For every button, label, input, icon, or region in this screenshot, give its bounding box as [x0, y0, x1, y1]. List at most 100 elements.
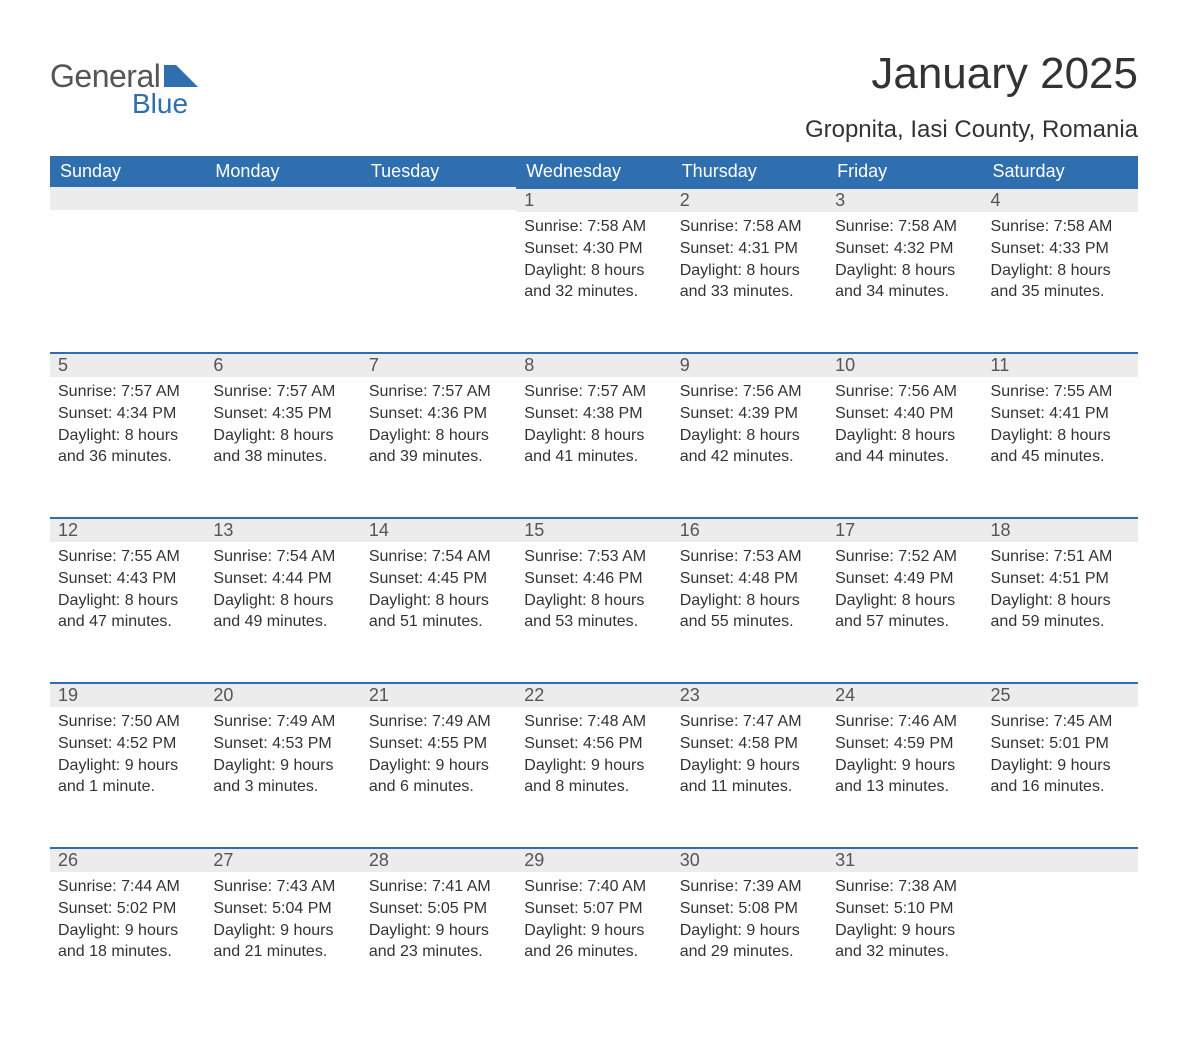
sunset-line: Sunset: 4:33 PM: [991, 238, 1130, 260]
month-title: January 2025: [805, 50, 1138, 98]
sunrise-line: Sunrise: 7:58 AM: [524, 216, 663, 238]
sunset-line: Sunset: 5:07 PM: [524, 898, 663, 920]
day-cell: Sunrise: 7:58 AMSunset: 4:31 PMDaylight:…: [672, 212, 827, 352]
day-number: 28: [361, 847, 516, 872]
weekday-header: Saturday: [983, 156, 1138, 187]
daylight-line1: Daylight: 9 hours: [369, 755, 508, 777]
daylight-line2: and 11 minutes.: [680, 776, 819, 798]
daylight-line1: Daylight: 8 hours: [991, 260, 1130, 282]
daylight-line2: and 18 minutes.: [58, 941, 197, 963]
daylight-line2: and 47 minutes.: [58, 611, 197, 633]
day-content: Sunrise: 7:57 AMSunset: 4:34 PMDaylight:…: [50, 377, 205, 471]
daylight-line2: and 33 minutes.: [680, 281, 819, 303]
day-content: Sunrise: 7:57 AMSunset: 4:36 PMDaylight:…: [361, 377, 516, 471]
weekday-header: Friday: [827, 156, 982, 187]
sunrise-line: Sunrise: 7:44 AM: [58, 876, 197, 898]
daylight-line2: and 49 minutes.: [213, 611, 352, 633]
day-number: 30: [672, 847, 827, 872]
daylight-line2: and 32 minutes.: [835, 941, 974, 963]
sunrise-line: Sunrise: 7:38 AM: [835, 876, 974, 898]
title-block: January 2025 Gropnita, Iasi County, Roma…: [805, 50, 1138, 144]
day-cell: Sunrise: 7:44 AMSunset: 5:02 PMDaylight:…: [50, 872, 205, 1012]
location-subtitle: Gropnita, Iasi County, Romania: [805, 116, 1138, 144]
day-number: [50, 187, 205, 210]
day-content: Sunrise: 7:39 AMSunset: 5:08 PMDaylight:…: [672, 872, 827, 966]
sunrise-line: Sunrise: 7:57 AM: [58, 381, 197, 403]
day-content: Sunrise: 7:43 AMSunset: 5:04 PMDaylight:…: [205, 872, 360, 966]
day-number: 6: [205, 352, 360, 377]
day-content: Sunrise: 7:38 AMSunset: 5:10 PMDaylight:…: [827, 872, 982, 966]
sunset-line: Sunset: 4:59 PM: [835, 733, 974, 755]
day-content: Sunrise: 7:53 AMSunset: 4:48 PMDaylight:…: [672, 542, 827, 636]
sunset-line: Sunset: 5:01 PM: [991, 733, 1130, 755]
daylight-line1: Daylight: 8 hours: [835, 425, 974, 447]
day-cell: Sunrise: 7:53 AMSunset: 4:46 PMDaylight:…: [516, 542, 671, 682]
sunset-line: Sunset: 4:44 PM: [213, 568, 352, 590]
day-cell: Sunrise: 7:58 AMSunset: 4:32 PMDaylight:…: [827, 212, 982, 352]
day-number: 24: [827, 682, 982, 707]
day-content: Sunrise: 7:57 AMSunset: 4:35 PMDaylight:…: [205, 377, 360, 471]
daylight-line1: Daylight: 8 hours: [991, 425, 1130, 447]
sunrise-line: Sunrise: 7:40 AM: [524, 876, 663, 898]
sunrise-line: Sunrise: 7:55 AM: [991, 381, 1130, 403]
daylight-line2: and 1 minute.: [58, 776, 197, 798]
day-content: Sunrise: 7:54 AMSunset: 4:45 PMDaylight:…: [361, 542, 516, 636]
week-daynum-row: 1234: [50, 187, 1138, 212]
daylight-line1: Daylight: 9 hours: [213, 920, 352, 942]
day-number: [205, 187, 360, 210]
daylight-line1: Daylight: 9 hours: [991, 755, 1130, 777]
day-content: Sunrise: 7:54 AMSunset: 4:44 PMDaylight:…: [205, 542, 360, 636]
sunrise-line: Sunrise: 7:53 AM: [680, 546, 819, 568]
sunset-line: Sunset: 4:56 PM: [524, 733, 663, 755]
week-content-row: Sunrise: 7:57 AMSunset: 4:34 PMDaylight:…: [50, 377, 1138, 517]
daylight-line2: and 29 minutes.: [680, 941, 819, 963]
daylight-line2: and 59 minutes.: [991, 611, 1130, 633]
logo: General Blue: [50, 60, 198, 118]
sunrise-line: Sunrise: 7:52 AM: [835, 546, 974, 568]
daylight-line2: and 45 minutes.: [991, 446, 1130, 468]
day-number: 18: [983, 517, 1138, 542]
sunset-line: Sunset: 4:40 PM: [835, 403, 974, 425]
day-cell: Sunrise: 7:56 AMSunset: 4:39 PMDaylight:…: [672, 377, 827, 517]
daylight-line2: and 35 minutes.: [991, 281, 1130, 303]
sunrise-line: Sunrise: 7:58 AM: [680, 216, 819, 238]
daylight-line1: Daylight: 8 hours: [991, 590, 1130, 612]
day-number: 21: [361, 682, 516, 707]
week-daynum-row: 567891011: [50, 352, 1138, 377]
day-number: 25: [983, 682, 1138, 707]
day-content: Sunrise: 7:46 AMSunset: 4:59 PMDaylight:…: [827, 707, 982, 801]
day-content: Sunrise: 7:58 AMSunset: 4:30 PMDaylight:…: [516, 212, 671, 306]
sunrise-line: Sunrise: 7:58 AM: [835, 216, 974, 238]
day-number: 20: [205, 682, 360, 707]
daylight-line2: and 32 minutes.: [524, 281, 663, 303]
sunset-line: Sunset: 4:30 PM: [524, 238, 663, 260]
weekday-header: Monday: [205, 156, 360, 187]
day-number: 9: [672, 352, 827, 377]
day-number: 10: [827, 352, 982, 377]
day-cell: Sunrise: 7:57 AMSunset: 4:38 PMDaylight:…: [516, 377, 671, 517]
daylight-line2: and 23 minutes.: [369, 941, 508, 963]
day-cell: Sunrise: 7:57 AMSunset: 4:34 PMDaylight:…: [50, 377, 205, 517]
day-number: 19: [50, 682, 205, 707]
day-number: 4: [983, 187, 1138, 212]
daylight-line2: and 36 minutes.: [58, 446, 197, 468]
daylight-line2: and 21 minutes.: [213, 941, 352, 963]
day-number: 17: [827, 517, 982, 542]
day-cell: Sunrise: 7:48 AMSunset: 4:56 PMDaylight:…: [516, 707, 671, 847]
sunset-line: Sunset: 4:38 PM: [524, 403, 663, 425]
sunrise-line: Sunrise: 7:46 AM: [835, 711, 974, 733]
weekday-header: Sunday: [50, 156, 205, 187]
daylight-line1: Daylight: 9 hours: [369, 920, 508, 942]
day-number: 29: [516, 847, 671, 872]
week-daynum-row: 19202122232425: [50, 682, 1138, 707]
header: General Blue January 2025 Gropnita, Iasi…: [50, 50, 1138, 144]
day-content: Sunrise: 7:44 AMSunset: 5:02 PMDaylight:…: [50, 872, 205, 966]
weekday-header-row: Sunday Monday Tuesday Wednesday Thursday…: [50, 156, 1138, 187]
sunset-line: Sunset: 4:43 PM: [58, 568, 197, 590]
sunset-line: Sunset: 5:08 PM: [680, 898, 819, 920]
day-content: Sunrise: 7:47 AMSunset: 4:58 PMDaylight:…: [672, 707, 827, 801]
daylight-line1: Daylight: 9 hours: [835, 920, 974, 942]
day-number: 11: [983, 352, 1138, 377]
daylight-line2: and 42 minutes.: [680, 446, 819, 468]
daylight-line1: Daylight: 9 hours: [680, 920, 819, 942]
